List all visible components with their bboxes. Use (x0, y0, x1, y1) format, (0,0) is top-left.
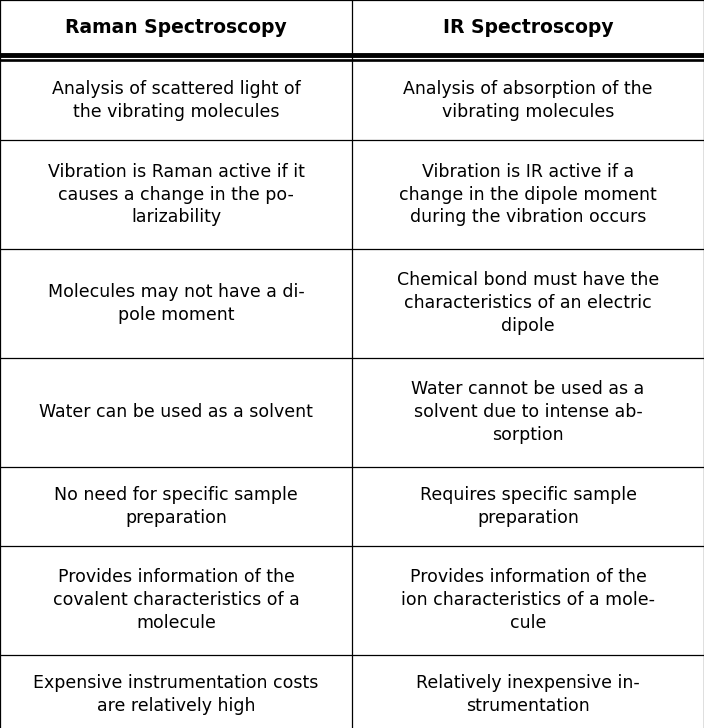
Text: No need for specific sample
preparation: No need for specific sample preparation (54, 486, 298, 526)
Text: Vibration is Raman active if it
causes a change in the po-
larizability: Vibration is Raman active if it causes a… (48, 162, 304, 226)
Text: Analysis of absorption of the
vibrating molecules: Analysis of absorption of the vibrating … (403, 80, 653, 121)
Text: Vibration is IR active if a
change in the dipole moment
during the vibration occ: Vibration is IR active if a change in th… (399, 162, 657, 226)
Text: Chemical bond must have the
characteristics of an electric
dipole: Chemical bond must have the characterist… (397, 272, 659, 335)
Text: Provides information of the
covalent characteristics of a
molecule: Provides information of the covalent cha… (53, 569, 299, 632)
Text: Provides information of the
ion characteristics of a mole-
cule: Provides information of the ion characte… (401, 569, 655, 632)
Text: Relatively inexpensive in-
strumentation: Relatively inexpensive in- strumentation (416, 674, 640, 715)
Text: Molecules may not have a di-
pole moment: Molecules may not have a di- pole moment (48, 283, 304, 324)
Text: Expensive instrumentation costs
are relatively high: Expensive instrumentation costs are rela… (33, 674, 319, 715)
Text: Raman Spectroscopy: Raman Spectroscopy (65, 17, 287, 37)
Text: Water can be used as a solvent: Water can be used as a solvent (39, 403, 313, 421)
Text: IR Spectroscopy: IR Spectroscopy (443, 17, 613, 37)
Text: Analysis of scattered light of
the vibrating molecules: Analysis of scattered light of the vibra… (51, 80, 301, 121)
Text: Requires specific sample
preparation: Requires specific sample preparation (420, 486, 636, 526)
Text: Water cannot be used as a
solvent due to intense ab-
sorption: Water cannot be used as a solvent due to… (411, 380, 645, 444)
